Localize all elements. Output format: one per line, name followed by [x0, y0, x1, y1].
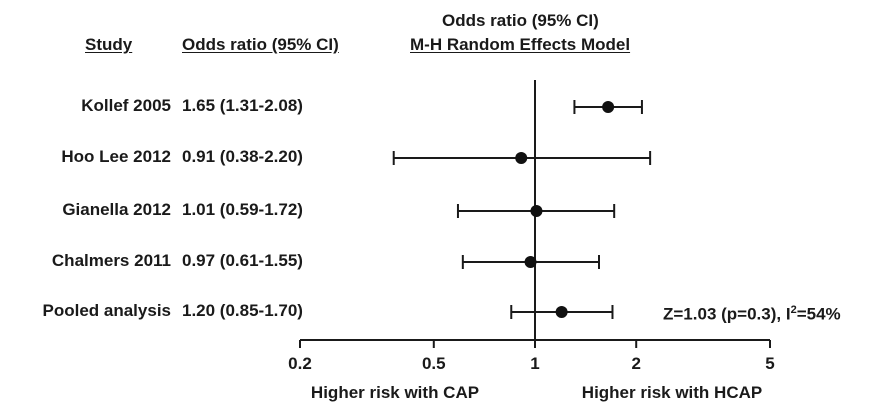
study-label: Gianella 2012: [62, 200, 171, 219]
odds-ratio-value: 1.20 (0.85-1.70): [182, 301, 303, 320]
model-header-line1: Odds ratio (95% CI): [442, 11, 599, 30]
x-tick-label: 0.5: [421, 354, 446, 373]
study-label: Chalmers 2011: [51, 251, 171, 270]
odds-ratio-value: 1.65 (1.31-2.08): [182, 96, 303, 115]
x-tick-label: 0.2: [288, 354, 312, 373]
odds-ratio-value: 0.97 (0.61-1.55): [182, 251, 303, 270]
point-estimate: [524, 256, 537, 268]
point-estimate: [515, 152, 528, 164]
study-label: Kollef 2005: [81, 96, 171, 115]
point-estimate: [530, 205, 543, 217]
study-label: Hoo Lee 2012: [61, 147, 171, 166]
point-estimate: [602, 101, 615, 113]
heterogeneity-prefix: Z=1.03 (p=0.3), I: [663, 304, 791, 324]
x-tick-label: 1: [530, 354, 540, 373]
study-column-header: Study: [85, 35, 133, 54]
heterogeneity-note: Z=1.03 (p=0.3), I2=54%: [663, 304, 841, 325]
odds-ratio-value: 1.01 (0.59-1.72): [182, 200, 303, 219]
or-column-header: Odds ratio (95% CI): [182, 35, 339, 54]
heterogeneity-suffix: =54%: [796, 304, 841, 324]
x-tick-label: 5: [765, 354, 775, 373]
model-header-line2: M-H Random Effects Model: [410, 35, 631, 54]
x-tick-label: 2: [631, 354, 641, 373]
odds-ratio-value: 0.91 (0.38-2.20): [182, 147, 303, 166]
right-direction-label: Higher risk with HCAP: [581, 383, 763, 402]
point-estimate: [555, 306, 568, 318]
heterogeneity-superscript: 2: [790, 304, 797, 316]
left-direction-label: Higher risk with CAP: [310, 383, 480, 402]
study-label: Pooled analysis: [42, 301, 172, 320]
